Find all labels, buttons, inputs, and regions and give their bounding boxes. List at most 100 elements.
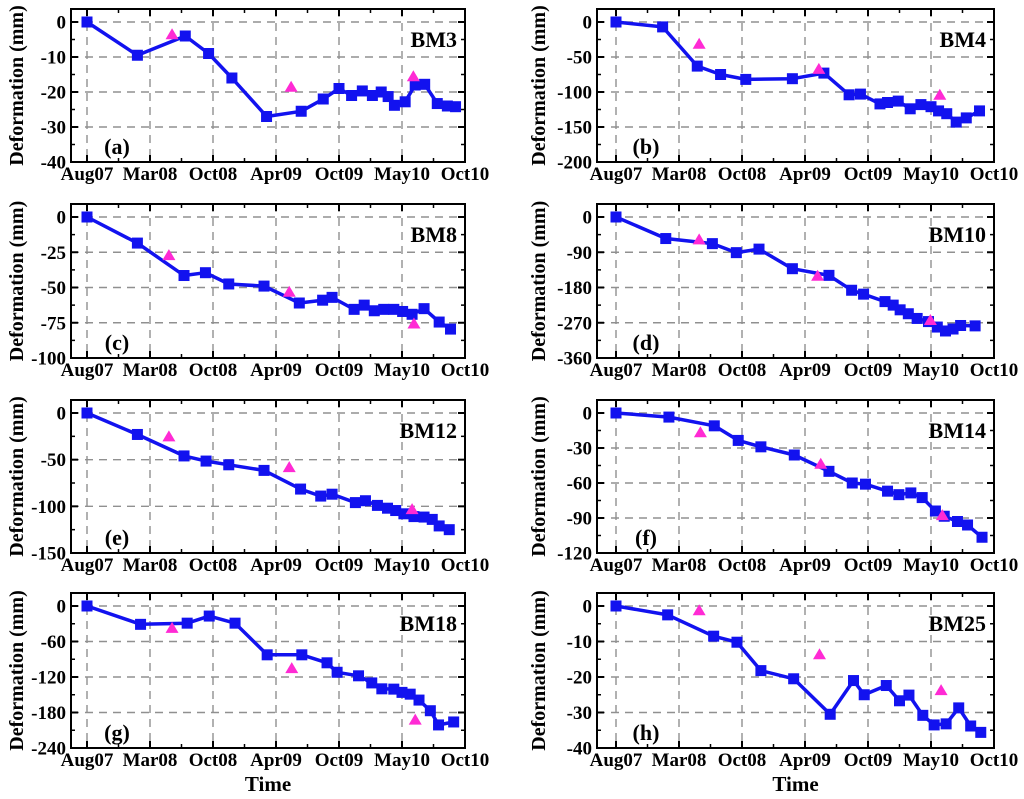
x-tick-label: Oct10 [441, 555, 490, 576]
triangle-marker [693, 426, 707, 438]
square-marker [382, 502, 394, 514]
square-marker [418, 511, 430, 523]
square-marker [933, 105, 945, 117]
square-marker [732, 434, 744, 446]
y-axis-title: Deformation (mm) [6, 396, 28, 557]
square-marker [81, 211, 93, 223]
square-marker [326, 291, 338, 303]
y-tick-label: -120 [557, 544, 592, 565]
y-tick-label: -100 [557, 83, 592, 104]
square-marker [346, 90, 358, 101]
x-tick-label: Aug07 [61, 555, 114, 576]
y-tick-label: -200 [557, 153, 592, 174]
square-marker [917, 709, 929, 721]
square-marker [326, 488, 338, 500]
station-label: BM18 [400, 611, 457, 636]
panel-label: (e) [105, 525, 129, 550]
triangle-marker [935, 509, 949, 521]
square-marker [905, 487, 917, 499]
square-marker [931, 321, 943, 333]
square-marker [366, 677, 378, 689]
y-tick-label: -150 [557, 118, 592, 139]
x-tick-label: Oct09 [844, 164, 893, 185]
triangle-marker [812, 648, 826, 660]
y-tick-label: -10 [41, 48, 66, 69]
square-marker [755, 441, 767, 453]
x-tick-label: Mar08 [652, 360, 707, 381]
square-marker [371, 499, 383, 511]
square-marker [730, 247, 742, 259]
square-marker [388, 99, 400, 111]
x-tick-label: Oct08 [718, 555, 767, 576]
y-tick-label: -50 [41, 278, 66, 299]
x-tick-label: Oct10 [441, 750, 490, 771]
square-marker [433, 520, 445, 532]
x-tick-label: Oct08 [189, 360, 238, 381]
x-tick-label: May10 [374, 360, 430, 381]
square-marker [880, 680, 892, 692]
square-marker [390, 505, 402, 517]
square-marker [443, 524, 455, 536]
triangle-marker [923, 314, 937, 326]
square-marker [947, 323, 959, 335]
square-marker [203, 610, 215, 622]
y-tick-label: -50 [567, 48, 592, 69]
square-marker [295, 105, 307, 117]
square-marker [203, 48, 215, 59]
x-tick-label: Apr09 [250, 360, 302, 381]
y-tick-label: -240 [31, 739, 66, 760]
square-marker [858, 288, 870, 300]
square-marker [378, 303, 390, 315]
x-tick-label: Apr09 [250, 164, 302, 185]
square-marker [882, 97, 894, 108]
square-marker [610, 407, 622, 419]
y-tick-label: 0 [57, 208, 67, 229]
square-marker [925, 101, 937, 113]
y-tick-label: -180 [31, 703, 66, 724]
square-marker [413, 694, 425, 706]
triangle-marker [811, 269, 825, 281]
y-axis-title: Deformation (mm) [6, 590, 28, 751]
square-marker [317, 93, 329, 105]
square-marker [317, 294, 329, 306]
square-marker [382, 91, 394, 103]
x-tick-label: Oct10 [970, 164, 1019, 185]
triangle-marker [165, 28, 179, 40]
square-marker [610, 600, 622, 612]
square-marker [657, 21, 669, 33]
x-tick-label: Apr09 [250, 750, 302, 771]
axes-box [596, 203, 995, 359]
axes-box [70, 8, 466, 163]
square-marker [349, 497, 361, 509]
square-marker [660, 233, 672, 245]
x-tick-label: Oct09 [315, 360, 364, 381]
axes-box [596, 592, 995, 749]
square-marker [916, 492, 928, 504]
square-marker [953, 702, 965, 714]
y-axis-title: Deformation (mm) [528, 396, 550, 557]
triangle-marker [692, 233, 706, 245]
axes-box [70, 592, 466, 749]
x-tick-label: Oct10 [441, 360, 490, 381]
square-marker [399, 96, 411, 108]
x-tick-label: Apr09 [779, 750, 831, 771]
square-marker [261, 649, 273, 661]
square-marker [962, 519, 974, 531]
square-marker [229, 617, 241, 629]
y-tick-label: -270 [557, 313, 592, 334]
triangle-marker [406, 70, 420, 82]
square-marker [179, 30, 191, 42]
square-marker [786, 263, 798, 275]
square-marker [359, 495, 371, 507]
x-tick-label: Oct10 [970, 555, 1019, 576]
triangle-marker [814, 457, 828, 469]
y-tick-label: 0 [583, 208, 593, 229]
triangle-marker [692, 37, 706, 49]
square-marker [356, 85, 368, 97]
square-marker [894, 304, 906, 316]
square-marker [929, 505, 941, 517]
square-marker [293, 297, 305, 309]
